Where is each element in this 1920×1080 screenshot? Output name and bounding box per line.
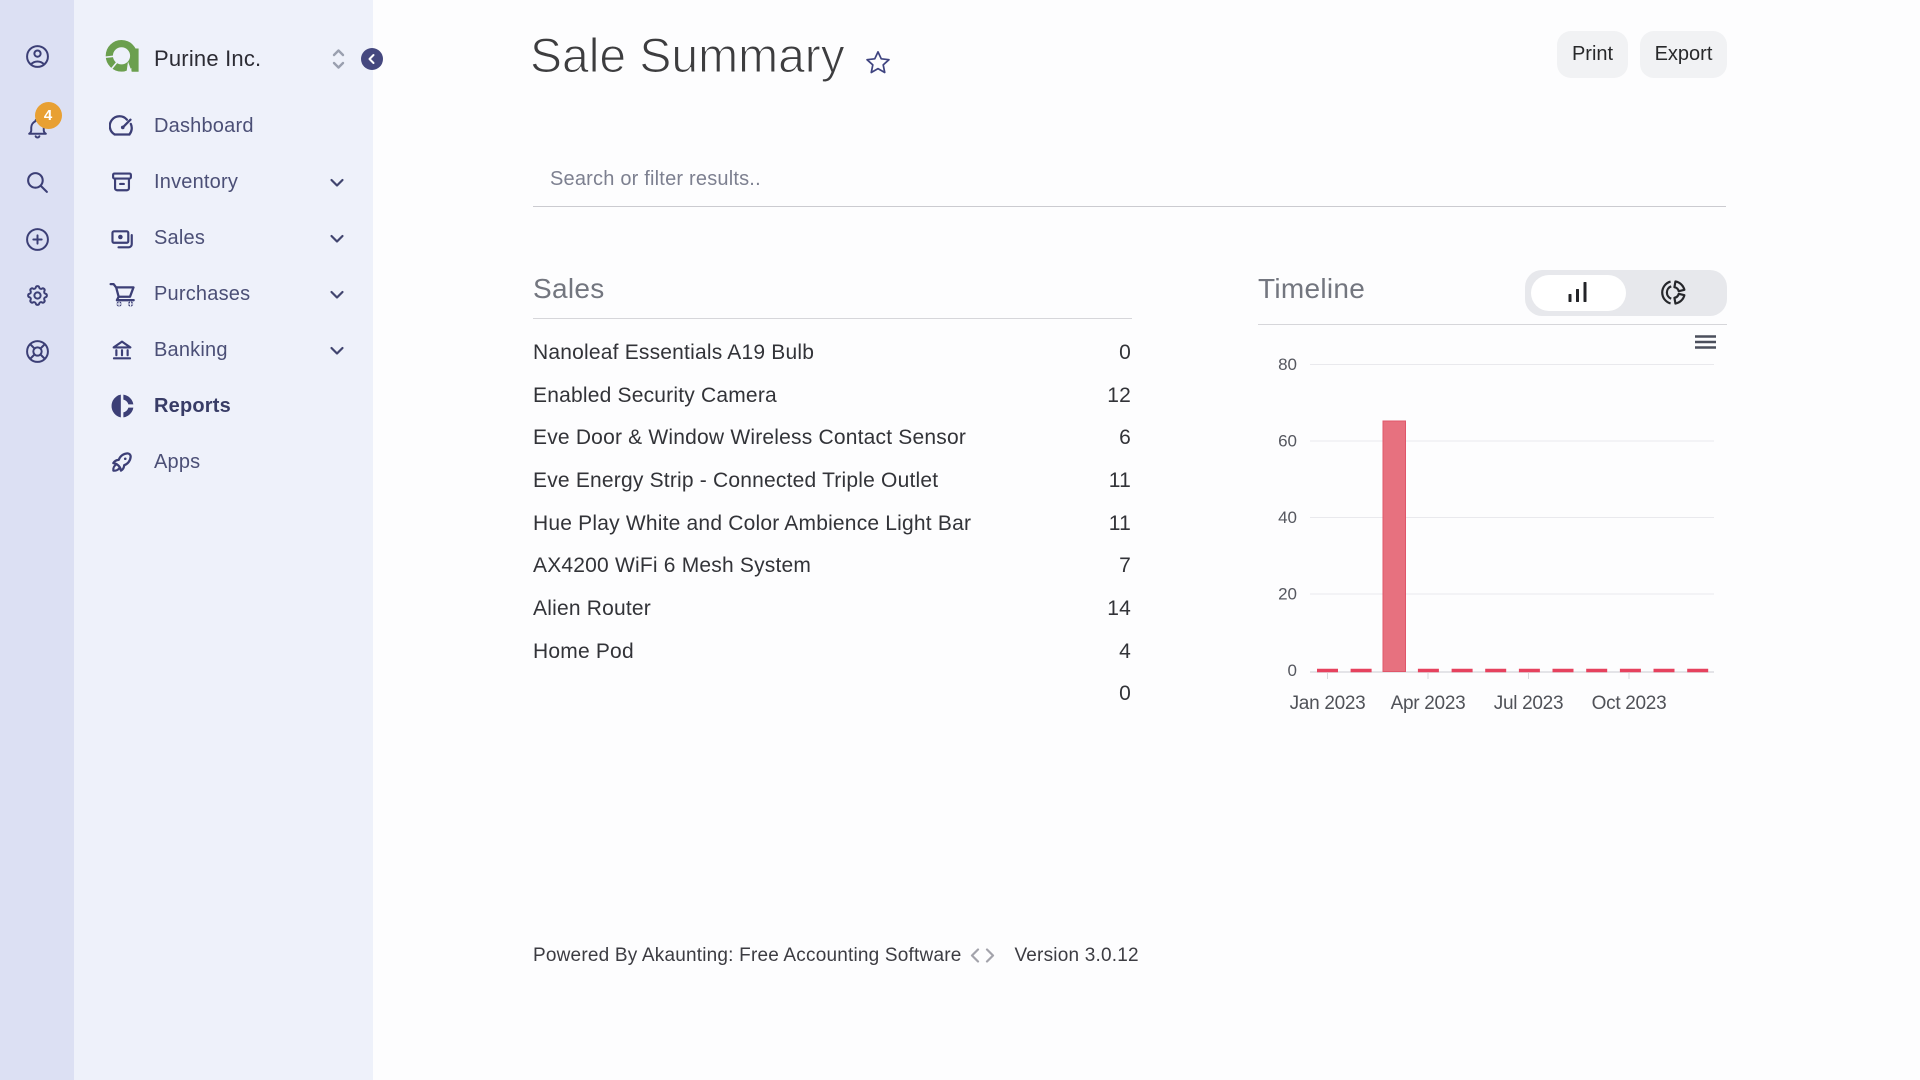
svg-text:Apr 2023: Apr 2023 [1391, 693, 1466, 714]
svg-text:60: 60 [1278, 432, 1297, 451]
svg-text:40: 40 [1278, 508, 1297, 527]
svg-text:20: 20 [1278, 585, 1297, 604]
svg-text:Jul 2023: Jul 2023 [1494, 693, 1563, 714]
svg-text:Oct 2023: Oct 2023 [1592, 693, 1667, 714]
svg-text:0: 0 [1288, 661, 1297, 680]
svg-text:Jan 2023: Jan 2023 [1290, 693, 1366, 714]
svg-text:80: 80 [1278, 355, 1297, 374]
